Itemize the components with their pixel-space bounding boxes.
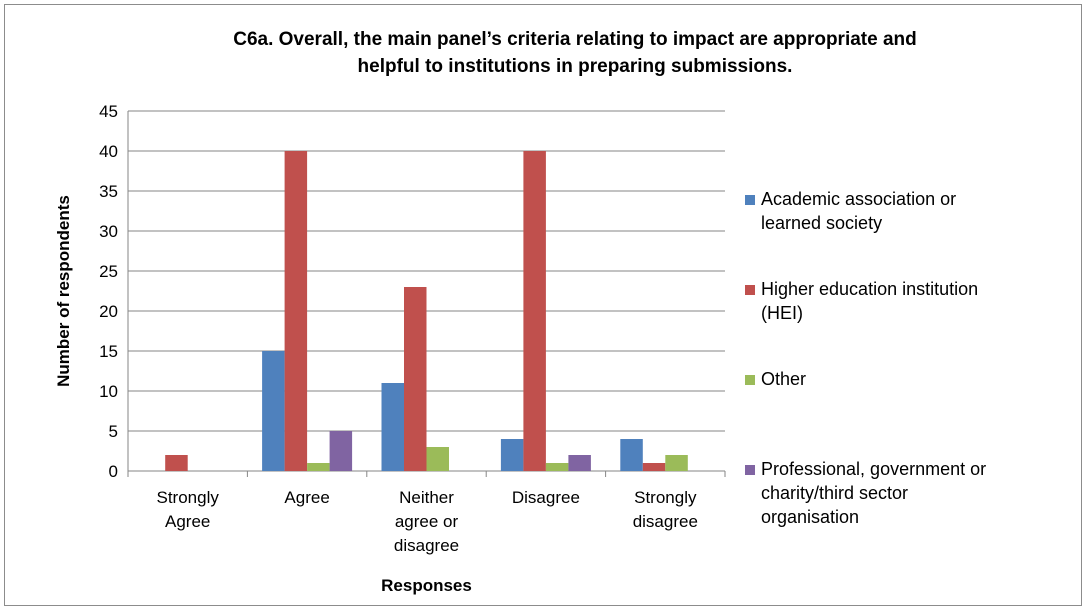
y-tick-label: 15: [99, 342, 118, 361]
y-tick-label: 40: [99, 142, 118, 161]
legend-label: Higher education institution: [761, 279, 978, 299]
bar: [329, 431, 353, 471]
chart-frame: C6a. Overall, the main panel’s criteria …: [4, 4, 1082, 606]
legend-swatch: [745, 195, 755, 205]
bar: [620, 439, 643, 471]
legend-swatch: [745, 465, 755, 475]
bar: [523, 151, 546, 471]
bar: [568, 455, 591, 471]
bar: [165, 455, 188, 471]
x-tick-label: disagree: [394, 536, 459, 555]
x-tick-label: disagree: [633, 512, 698, 531]
chart-title-line: C6a. Overall, the main panel’s criteria …: [233, 29, 917, 50]
x-tick-label: Disagree: [512, 488, 580, 507]
y-axis-title: Number of respondents: [54, 195, 73, 387]
y-tick-label: 45: [99, 102, 118, 121]
legend-label: Academic association or: [761, 189, 956, 209]
bar: [665, 455, 688, 471]
bar-chart: C6a. Overall, the main panel’s criteria …: [54, 29, 986, 595]
y-tick-label: 30: [99, 222, 118, 241]
x-tick-label: Neither: [399, 488, 454, 507]
legend-label: Other: [761, 369, 806, 389]
bar: [545, 463, 569, 471]
x-tick-label: Agree: [284, 488, 329, 507]
bar: [262, 351, 285, 471]
bar: [642, 463, 666, 471]
chart-title-line: helpful to institutions in preparing sub…: [358, 56, 793, 77]
legend-label: (HEI): [761, 303, 803, 323]
bar: [500, 439, 524, 471]
y-tick-label: 5: [109, 422, 118, 441]
y-tick-label: 10: [99, 382, 118, 401]
y-tick-label: 35: [99, 182, 118, 201]
y-tick-label: 20: [99, 302, 118, 321]
x-tick-label: agree or: [395, 512, 459, 531]
x-axis-title: Responses: [381, 576, 472, 595]
legend-label: Professional, government or: [761, 459, 986, 479]
bar: [381, 383, 404, 471]
x-tick-label: Strongly: [634, 488, 697, 507]
y-tick-label: 25: [99, 262, 118, 281]
bar: [307, 463, 330, 471]
legend-swatch: [745, 285, 755, 295]
bar: [426, 447, 449, 471]
x-tick-label: Strongly: [157, 488, 220, 507]
bar: [404, 287, 427, 471]
bar: [284, 151, 308, 471]
x-tick-label: Agree: [165, 512, 210, 531]
legend-label: learned society: [761, 213, 882, 233]
y-tick-label: 0: [109, 462, 118, 481]
legend-label: charity/third sector: [761, 483, 908, 503]
legend-swatch: [745, 375, 755, 385]
legend-label: organisation: [761, 507, 859, 527]
